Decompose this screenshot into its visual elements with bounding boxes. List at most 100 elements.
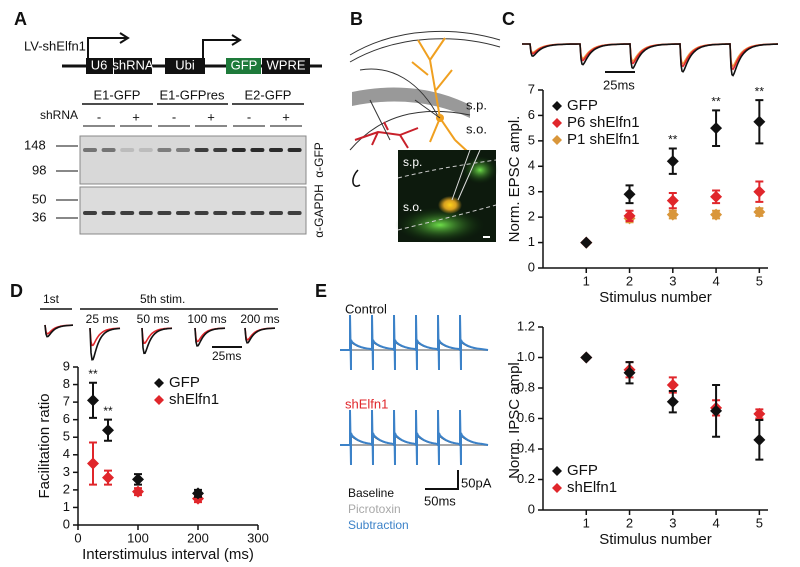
data-point	[666, 395, 679, 408]
epsc-trace	[141, 327, 173, 355]
lane-sign: +	[207, 109, 215, 124]
blot-bands	[83, 148, 302, 215]
group-label: E1-GFP	[94, 87, 141, 102]
data-point	[753, 407, 766, 420]
band	[231, 148, 246, 152]
band	[157, 211, 172, 215]
y-tick-label: 4	[528, 158, 535, 173]
mw-tick	[56, 145, 78, 219]
blot-gapdh	[79, 186, 307, 235]
legend-label: shElfn1	[169, 391, 219, 408]
cassette-text: GFP	[231, 57, 258, 72]
legend-marker	[552, 135, 562, 145]
y-tick-label: 0	[528, 259, 535, 274]
legend-label: Baseline	[348, 486, 394, 500]
group-label: E2-GFP	[245, 87, 292, 102]
micrograph-signal	[438, 196, 462, 214]
y-tick-label: 3	[528, 183, 535, 198]
data-point	[666, 378, 679, 391]
cassette-text: shRNA	[112, 57, 154, 72]
band	[194, 148, 209, 152]
data-point	[666, 208, 679, 221]
y-tick-label: 3	[63, 464, 70, 479]
trace-label: 5th stim.	[140, 292, 185, 306]
cassette-text: U6	[91, 57, 108, 72]
scale-label: 50pA	[461, 475, 492, 490]
y-tick-label: 6	[63, 411, 70, 426]
data-point	[623, 209, 636, 222]
lane-sign: -	[97, 109, 101, 124]
data-point	[710, 122, 723, 135]
layer-label: s.o.	[466, 121, 487, 136]
band	[101, 148, 116, 152]
data-point	[132, 485, 144, 498]
inset-label: s.p.	[403, 155, 422, 169]
blot-gfp	[79, 135, 307, 185]
y-axis-label: Norm. EPSC ampl.	[506, 116, 523, 243]
y-tick-label: 0.8	[517, 379, 535, 394]
panel-label: E	[315, 281, 327, 301]
legend-marker	[552, 483, 562, 493]
y-tick-label: 7	[528, 81, 535, 96]
x-tick-label: 3	[669, 515, 676, 530]
ipsc-trace	[340, 314, 489, 371]
data-point	[192, 487, 204, 500]
legend-label: Subtraction	[348, 518, 409, 532]
band	[194, 211, 209, 215]
cassette-box	[262, 58, 310, 74]
construct-label: LV-shElfn1	[24, 38, 86, 53]
band	[101, 211, 116, 215]
x-axis-label: Interstimulus interval (ms)	[82, 546, 254, 563]
panel-d-traces: 1st 5th stim. 25 ms 50 ms 100 ms 200 ms …	[40, 292, 280, 363]
x-tick-label: 0	[74, 530, 81, 545]
ipsc-trace	[340, 314, 489, 371]
data-point	[102, 471, 114, 484]
band	[176, 211, 190, 215]
significance: **	[755, 84, 765, 98]
x-tick-label: 4	[712, 273, 719, 288]
legend-label: shElfn1	[567, 479, 617, 496]
cassette-box	[165, 58, 205, 74]
y-tick-label: 7	[63, 394, 70, 409]
y-axis-label: Facilitation ratio	[36, 393, 53, 498]
mw-label: 148	[24, 137, 46, 152]
cassette-box	[226, 58, 261, 74]
x-tick-label: 2	[626, 515, 633, 530]
legend-label: Picrotoxin	[348, 502, 401, 516]
legend-marker	[552, 118, 562, 128]
significance: **	[711, 95, 721, 109]
panel-c-traces: 25ms	[522, 43, 778, 92]
cassette-text: Ubi	[175, 57, 195, 72]
x-axis-label: Stimulus number	[599, 289, 712, 306]
legend-marker	[154, 378, 164, 388]
panel-b: s.p. s.o. s.p. s.o.	[349, 30, 501, 243]
band	[287, 148, 302, 152]
x-tick-label: 5	[756, 273, 763, 288]
lane-sign: +	[282, 109, 290, 124]
legend-marker	[552, 466, 562, 476]
promoter-arrow	[202, 34, 242, 58]
x-tick-label: 5	[756, 515, 763, 530]
micrograph-boundary	[397, 159, 497, 231]
pyramidal-layer	[352, 87, 470, 118]
x-tick-label: 200	[187, 530, 209, 545]
x-tick-label: 3	[669, 273, 676, 288]
mw-label: 36	[32, 209, 46, 224]
legend-marker	[154, 395, 164, 405]
y-tick-label: 0	[528, 501, 535, 516]
epsc-trace	[522, 43, 778, 77]
interval-label: 100 ms	[187, 312, 226, 326]
inset-label: s.o.	[403, 200, 422, 214]
legend-label: GFP	[169, 374, 200, 391]
shrna-label: shRNA	[40, 108, 78, 122]
x-tick-label: 4	[712, 515, 719, 530]
stim-electrode	[352, 169, 361, 187]
epsc-trace	[194, 327, 226, 347]
significance: **	[103, 404, 113, 418]
interneuron	[354, 121, 419, 149]
legend-label: GFP	[567, 462, 598, 479]
legend-label: P1 shElfn1	[567, 131, 640, 148]
epsc-trace	[44, 324, 73, 338]
data-point	[710, 190, 723, 203]
